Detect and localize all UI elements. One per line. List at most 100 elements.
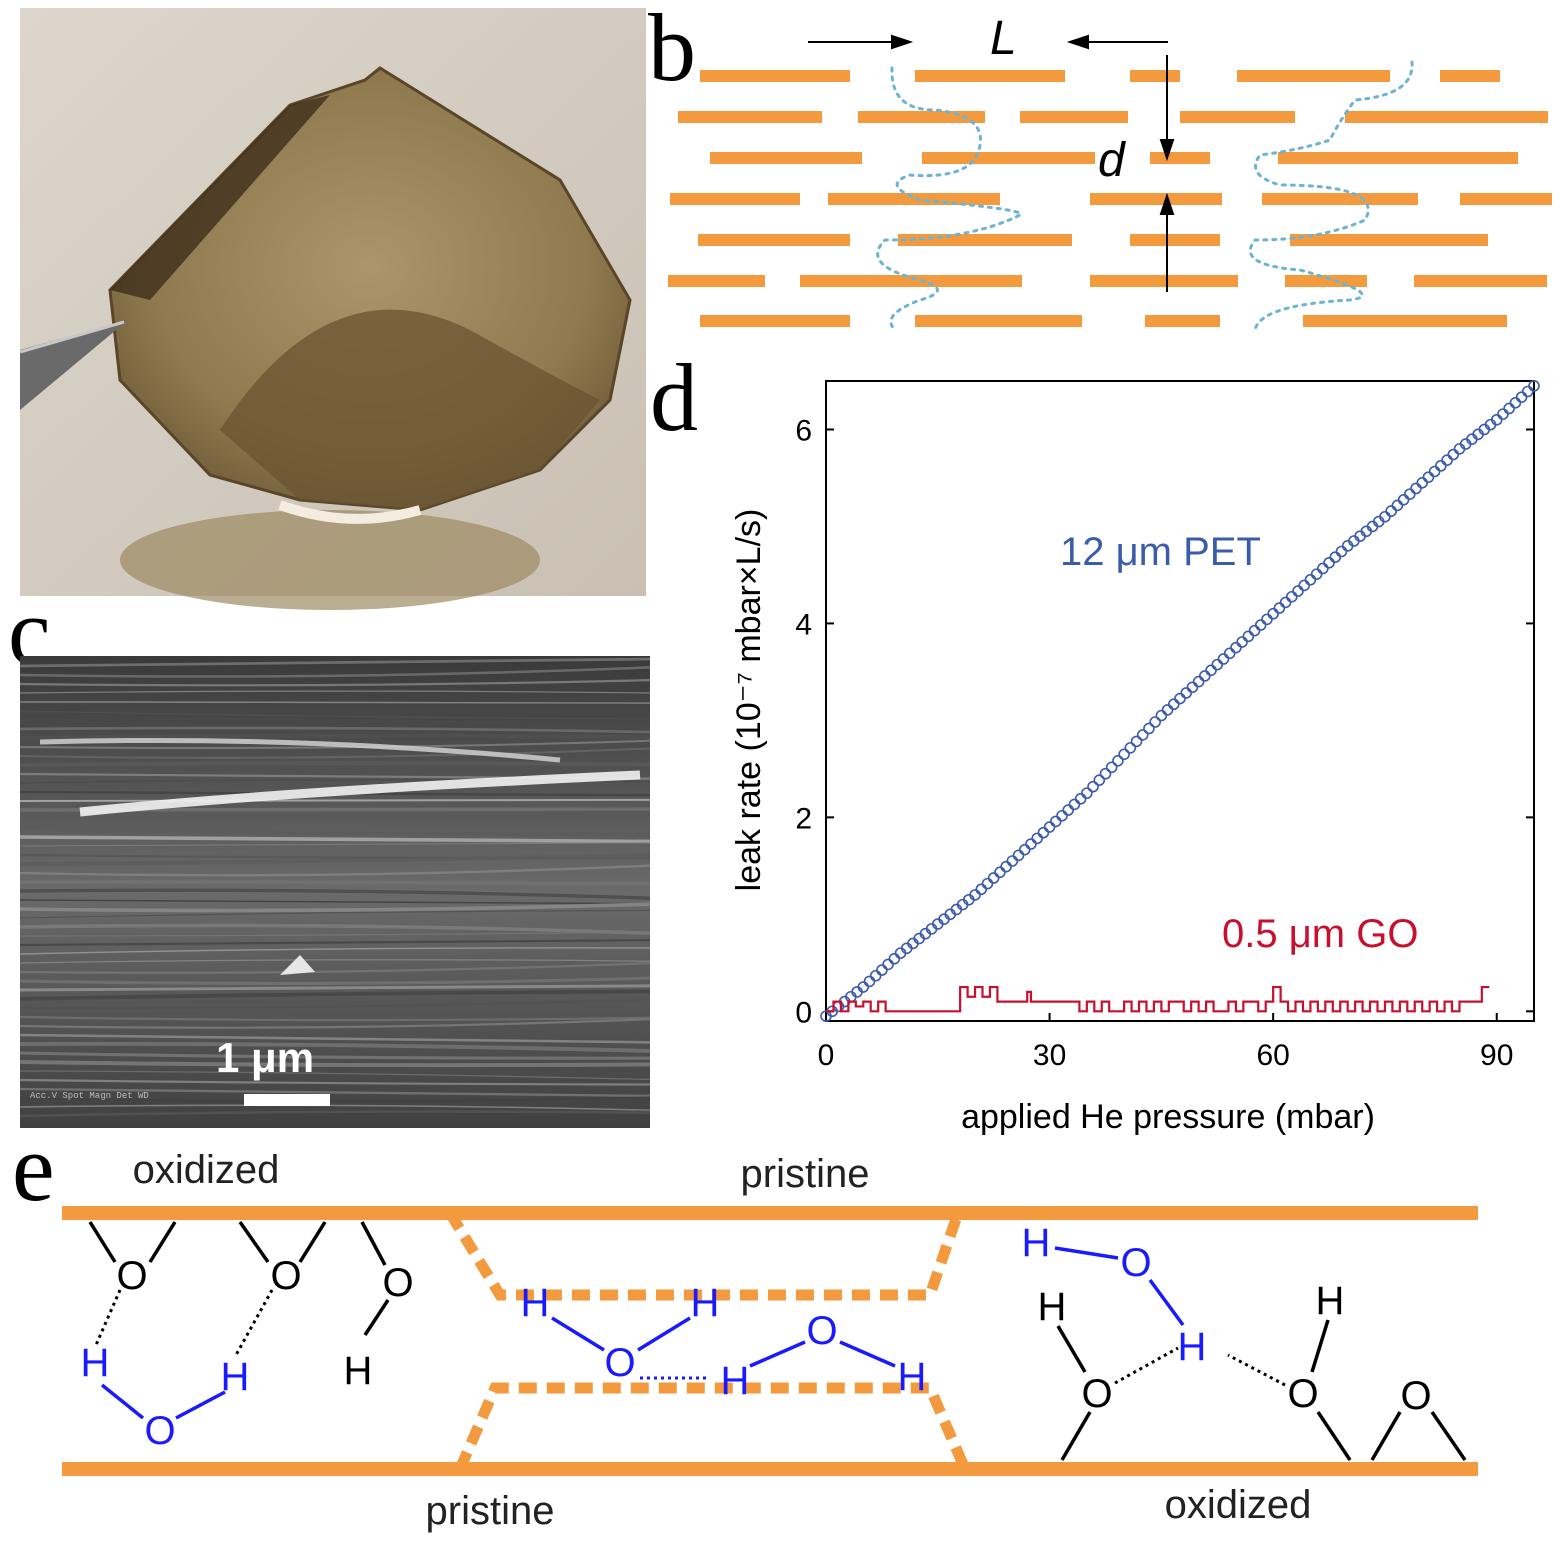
hydrogen-atom: H [1316,1279,1345,1323]
sem-lamella [19,989,651,1001]
oxygen-atom: O [1400,1374,1431,1418]
sem-lamella [19,1078,651,1086]
covalent-bond [360,1221,387,1266]
sem-info-text: Acc.V Spot Magn Det WD [30,1091,149,1101]
pet-data-point [1199,670,1211,682]
panel-e-letter: e [12,1114,55,1221]
sem-lamella [19,739,651,750]
pet-data-point [1025,838,1037,850]
sem-lamella [19,853,651,866]
pet-data-point [1018,843,1031,856]
pet-data-point [1167,698,1180,711]
sem-lamella [19,816,651,825]
pet-data-point [1385,505,1397,517]
pet-data-point [1292,585,1304,597]
pet-data-point [1031,832,1043,845]
hydrogen-atom: H [81,1341,110,1385]
pet-data-point [1422,471,1435,483]
pet-data-point [869,969,882,982]
sem-lamella [19,1015,651,1022]
pet-data-point [1217,653,1230,665]
sem-lamella [19,710,651,720]
pet-data-point [1521,385,1534,398]
pet-data-point [1310,568,1323,580]
pet-data-point [1149,716,1161,728]
label-L: L [990,12,1017,65]
pet-data-point [1515,391,1528,403]
sem-lamella [19,701,651,704]
panel-d-letter: d [650,344,698,451]
pet-data-point [1261,613,1273,626]
pet-data-point [1211,658,1224,671]
hydrogen-atom: H [1178,1325,1207,1369]
label-d: d [1098,134,1126,187]
series-label-pet: 12 μm PET [1060,530,1261,574]
pet-data-point [1112,754,1124,767]
pet-data-point [1062,804,1075,816]
plot-frame [825,380,1535,1022]
pet-data-point [876,964,888,976]
covalent-bond [1148,1278,1185,1327]
pet-data-point [1248,624,1261,637]
pet-data-point [981,877,994,890]
pet-data-point [1081,787,1093,799]
covalent-bond [100,1383,145,1420]
sem-lamella [19,899,651,905]
pet-data-point [863,975,876,988]
pet-data-point [1267,607,1279,620]
hydrogen-atom: H [691,1281,720,1325]
pet-data-point [1223,647,1236,660]
hydrogen-atom: H [521,1281,550,1325]
sem-lamella [19,717,651,730]
covalent-bond [363,1299,390,1336]
covalent-bond [238,1220,270,1264]
water-permeation-paths [876,60,1414,332]
sem-lamella [19,761,651,767]
pet-data-point [1317,562,1329,575]
pet-data-point [1043,821,1056,833]
sem-lamella [19,835,651,844]
y-axis-title: leak rate (10⁻⁷ mbar×L/s) [730,509,768,892]
oxygen-atom: O [806,1309,837,1353]
pet-data-point [1410,482,1422,495]
sem-lamella [19,976,651,986]
pet-data-point [1435,460,1447,472]
covalent-bond [1430,1411,1467,1461]
pet-data-point [1136,729,1149,741]
covalent-bond [175,1390,226,1420]
dimension-d [1159,55,1175,292]
hydrogen-atom: H [1038,1285,1067,1329]
y-tick-label: 6 [795,414,812,447]
graphene-sheets [668,70,1552,327]
pet-data-point [1143,722,1155,735]
panel-a-photo [19,8,646,610]
pet-data-point [1428,465,1441,478]
sem-lamella [19,679,651,687]
sem-lamella [19,733,651,740]
hydrogen-atom: H [344,1349,373,1393]
covalent-bond [839,1340,896,1368]
hydrogen-bond [234,1289,274,1356]
x-tick-label: 30 [1033,1039,1066,1072]
sem-lamella [19,959,651,964]
pet-data-point [1180,687,1193,699]
sem-lamella [19,826,651,837]
panel-b-letter: b [648,0,696,101]
sem-lamella [19,1096,651,1103]
label-pristine-bottom: pristine [426,1489,555,1533]
sem-lamella [19,1060,651,1068]
pet-data-point [1006,855,1019,867]
pet-data-point [1161,704,1174,716]
pet-data-point [987,872,1000,884]
sem-lamella [19,880,651,886]
oxygen-atom: O [382,1261,413,1305]
pet-data-point [1205,664,1217,677]
pristine-channel-outline [445,1210,971,1472]
pet-data-point [1118,748,1130,761]
pet-data-point [1037,826,1050,839]
covalent-bond [551,1316,605,1352]
sem-lamella [19,931,651,937]
pet-data-point [1236,636,1248,648]
panel-c-sem-image: 1 μm Acc.V Spot Magn Det WD [19,656,651,1128]
oxygen-atom: O [270,1254,301,1298]
